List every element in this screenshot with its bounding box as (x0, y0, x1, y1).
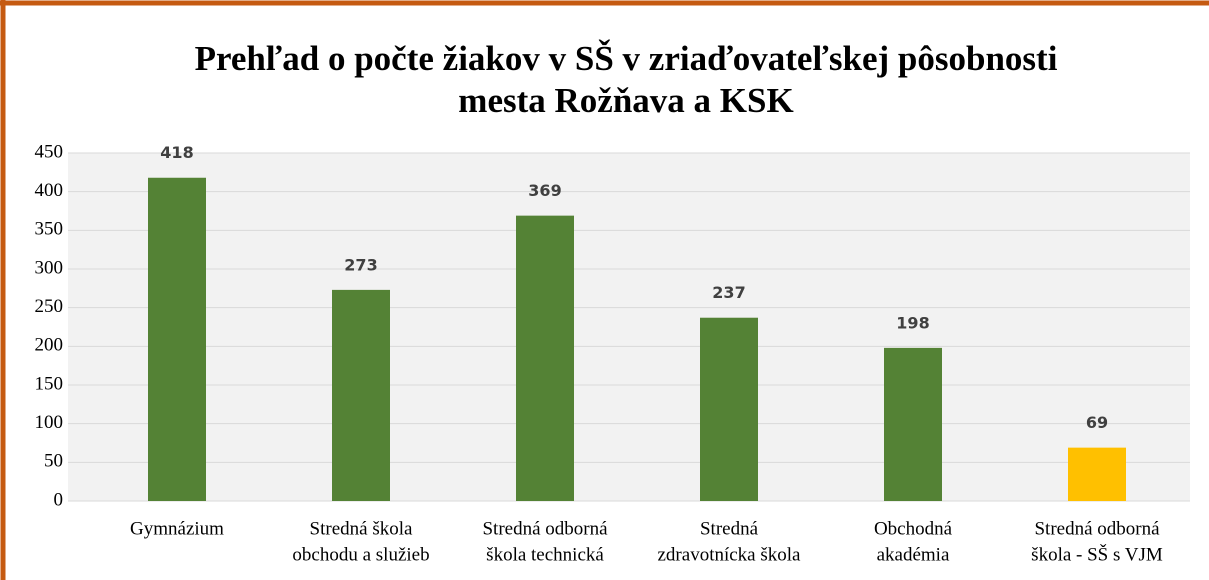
chart-title: Prehľad o počte žiakov v SŠ v zriaďovate… (195, 38, 1058, 78)
y-tick-label: 300 (35, 257, 64, 278)
x-tick-label: Stredná odborná (482, 518, 608, 539)
x-tick-label: Stredná škola (310, 518, 413, 539)
data-label: 418 (160, 143, 193, 162)
data-label: 273 (344, 255, 377, 274)
x-tick-label: Stredná (700, 518, 759, 539)
y-tick-label: 350 (35, 219, 64, 240)
x-tick-label: zdravotnícka škola (658, 544, 802, 565)
y-tick-label: 400 (35, 180, 64, 201)
y-tick-label: 100 (35, 412, 64, 433)
bar (884, 347, 942, 501)
bar (332, 289, 390, 501)
y-tick-label: 450 (35, 141, 64, 162)
bar (148, 177, 206, 501)
bar (1068, 447, 1126, 501)
y-tick-label: 150 (35, 373, 64, 394)
data-label: 237 (712, 283, 745, 302)
x-tick-label: Stredná odborná (1034, 518, 1160, 539)
y-tick-label: 250 (35, 296, 64, 317)
x-tick-label: škola - SŠ s VJM (1031, 543, 1163, 565)
bar (516, 215, 574, 501)
y-tick-label: 0 (54, 489, 64, 510)
data-label: 198 (896, 313, 929, 332)
x-tick-label: obchodu a služieb (292, 544, 429, 565)
data-label: 369 (528, 181, 561, 200)
y-tick-label: 200 (35, 335, 64, 356)
x-tick-label: škola technická (486, 544, 604, 565)
plot-area (68, 153, 1190, 501)
chart-title: mesta Rožňava a KSK (458, 81, 793, 120)
bar (700, 317, 758, 501)
y-tick-label: 50 (44, 451, 63, 472)
x-tick-label: Obchodná (874, 518, 953, 539)
x-tick-label: Gymnázium (130, 518, 224, 539)
data-label: 69 (1086, 413, 1108, 432)
x-tick-label: akadémia (877, 544, 950, 565)
